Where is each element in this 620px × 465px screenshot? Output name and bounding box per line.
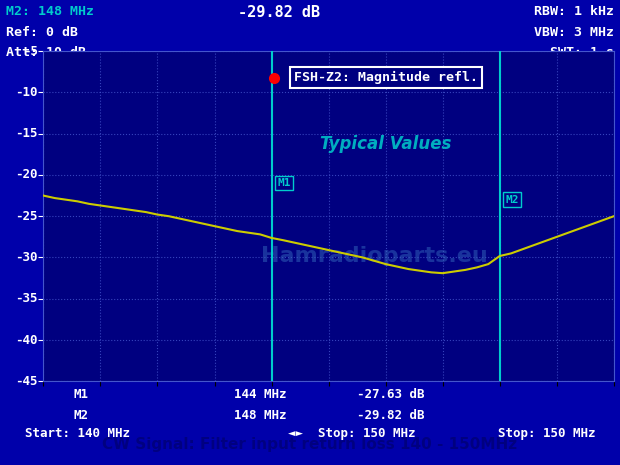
Text: RBW: 1 kHz: RBW: 1 kHz	[534, 5, 614, 18]
Text: -5: -5	[23, 45, 38, 58]
Text: Hamradioparts.eu: Hamradioparts.eu	[261, 246, 487, 266]
Text: 148 MHz: 148 MHz	[234, 409, 286, 421]
Text: VBW: 3 MHz: VBW: 3 MHz	[534, 26, 614, 39]
Text: FSH-Z2: Magnitude refl.: FSH-Z2: Magnitude refl.	[294, 71, 479, 84]
Text: Typical Values: Typical Values	[320, 134, 451, 153]
Text: -27.63 dB: -27.63 dB	[357, 388, 424, 400]
Text: M2: 148 MHz: M2: 148 MHz	[6, 5, 94, 18]
Text: ◄►  Stop: 150 MHz: ◄► Stop: 150 MHz	[288, 427, 415, 440]
Text: SWT: 1 s: SWT: 1 s	[550, 46, 614, 59]
Text: CW Signal: Filter input return loss 140 - 150MHz: CW Signal: Filter input return loss 140 …	[102, 437, 518, 452]
Text: -30: -30	[16, 251, 38, 264]
Text: Start: 140 MHz: Start: 140 MHz	[25, 427, 130, 440]
Text: -25: -25	[16, 210, 38, 223]
Text: -45: -45	[16, 375, 38, 388]
Text: M2: M2	[73, 409, 88, 421]
Text: M1: M1	[73, 388, 88, 400]
Text: -29.82 dB: -29.82 dB	[357, 409, 424, 421]
Text: -35: -35	[16, 292, 38, 305]
Text: Ref: 0 dB: Ref: 0 dB	[6, 26, 78, 39]
Text: Att: 10 dB: Att: 10 dB	[6, 46, 86, 59]
Text: -29.82 dB: -29.82 dB	[238, 5, 320, 20]
Text: M2: M2	[505, 195, 519, 205]
Text: Stop: 150 MHz: Stop: 150 MHz	[498, 427, 595, 440]
Text: -40: -40	[16, 333, 38, 346]
Text: M1: M1	[277, 178, 291, 188]
Text: -10: -10	[16, 86, 38, 99]
Text: -20: -20	[16, 168, 38, 181]
Text: -15: -15	[16, 127, 38, 140]
Text: 144 MHz: 144 MHz	[234, 388, 286, 400]
